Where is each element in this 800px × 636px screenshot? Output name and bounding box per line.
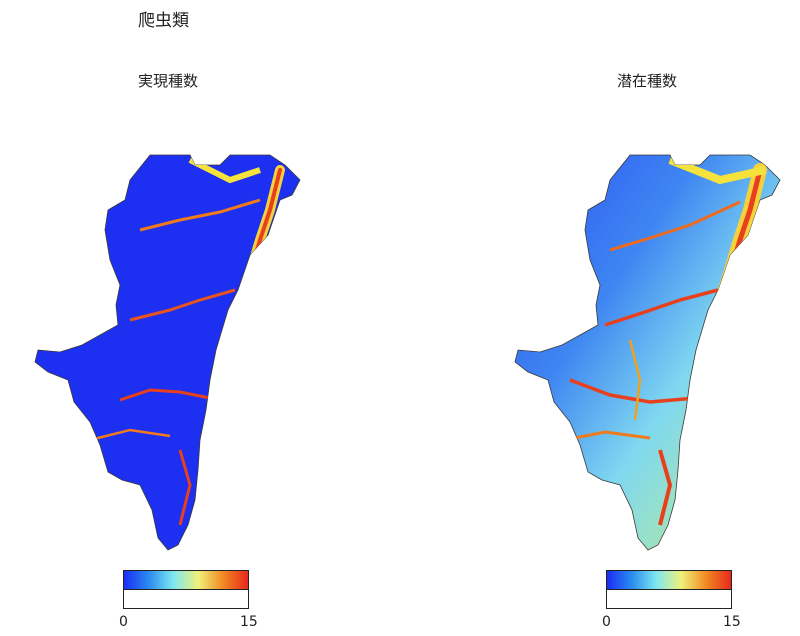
figure-title: 爬虫類 — [138, 11, 189, 31]
scale-min-label: 0 — [602, 614, 611, 630]
potential-species-map — [514, 154, 781, 551]
color-scale-bar — [606, 570, 732, 590]
realized-species-map — [34, 154, 301, 551]
map-title-potential-species: 潜在種数 — [617, 72, 678, 90]
color-scale-bar — [123, 570, 249, 590]
scale-max-label: 15 — [240, 614, 258, 630]
scale-min-label: 0 — [119, 614, 128, 630]
scale-max-label: 15 — [723, 614, 741, 630]
color-scale-axis — [123, 590, 249, 610]
color-scale-axis — [606, 590, 732, 610]
map-title-realized-species: 実現種数 — [138, 72, 199, 90]
